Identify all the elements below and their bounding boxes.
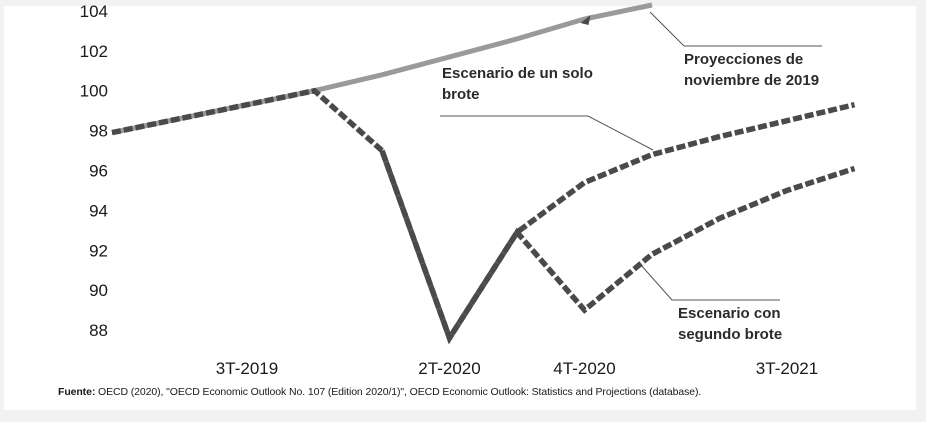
series-line-2 [111,87,856,345]
annotation-leader-lines [440,11,822,301]
annotation-1-line: Proyecciones de [684,51,803,68]
annotations: Proyecciones de noviembre de 2019 Escenari… [442,51,819,343]
leader-single-outbreak [440,115,654,151]
x-tick-label: 3T-2021 [756,359,818,378]
leader-second-outbreak [639,263,780,301]
annotation-1-line: noviembre de 2019 [684,72,819,89]
x-tick-label: 4T-2020 [553,359,615,378]
series-lines [111,2,856,345]
x-tick-label: 2T-2020 [418,359,480,378]
y-tick-label: 100 [80,82,108,101]
x-tick-label: 3T-2019 [216,359,278,378]
chart-panel [4,6,916,410]
series-line-3 [379,149,856,345]
x-axis-ticks: 3T-2019 2T-2020 4T-2020 3T-2021 [216,359,818,378]
annotation-2-line: Escenario de un solo [442,65,593,82]
annotation-3-line: segundo brote [678,326,782,343]
y-tick-label: 104 [80,2,108,21]
y-tick-label: 90 [89,281,108,300]
y-axis-ticks: 88 90 92 94 96 98 100 102 104 [80,2,108,340]
y-tick-label: 94 [89,201,108,220]
y-tick-label: 92 [89,241,108,260]
y-tick-label: 96 [89,162,108,181]
source-text: OECD (2020), "OECD Economic Outlook No. … [95,386,702,398]
annotation-3-line: Escenario con [678,305,781,322]
source-note: Fuente: OECD (2020), "OECD Economic Outl… [58,386,918,398]
y-tick-label: 102 [80,42,108,61]
source-label: Fuente: [58,386,96,398]
y-tick-label: 98 [89,122,108,141]
annotation-2-line: brote [442,86,480,103]
projection-arrow-marker [580,14,591,25]
y-tick-label: 88 [89,321,108,340]
leader-projection [649,11,822,47]
